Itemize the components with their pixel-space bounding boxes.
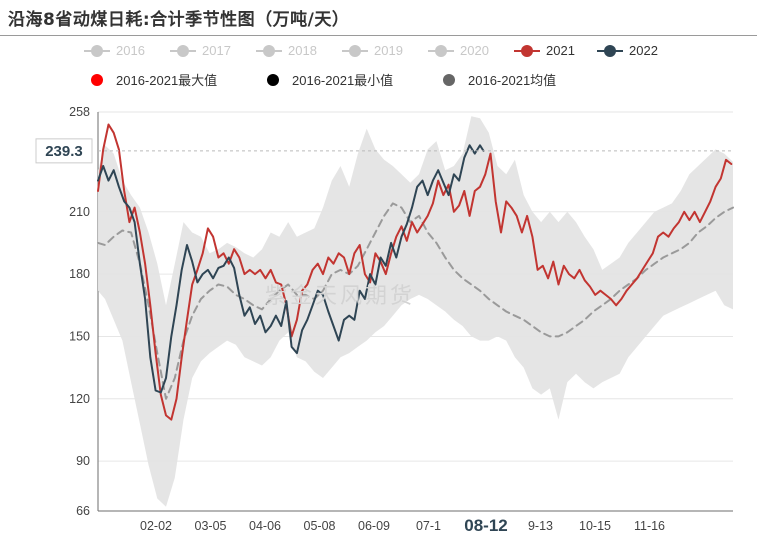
series-line-2021: [97, 123, 733, 421]
y-tick-label: 150: [69, 329, 90, 343]
y-tick-label: 90: [76, 454, 90, 468]
legend-label: 2021: [546, 43, 575, 58]
series-line-mean: [97, 202, 734, 400]
legend-marker-icon: [84, 44, 110, 57]
legend-label: 2016-2021均值: [468, 73, 557, 88]
legend-label: 2017: [202, 43, 231, 58]
legend-label: 2018: [288, 43, 317, 58]
legend-label: 2020: [460, 43, 489, 58]
legend-item-2016[interactable]: 2016: [84, 43, 145, 58]
legend-item-2017[interactable]: 2017: [170, 43, 231, 58]
x-tick-label: 04-06: [249, 519, 281, 533]
legend-marker-icon: [436, 73, 462, 86]
series-line-2022: [97, 144, 485, 394]
x-tick-label: 07-1: [416, 519, 441, 533]
legend-marker-icon: [597, 44, 623, 57]
legend-label: 2019: [374, 43, 403, 58]
chart-title: 沿海8省动煤日耗:合计季节性图（万吨/天）: [8, 10, 350, 30]
y-tick-label: 180: [69, 267, 90, 281]
watermark: 紫金天风期货: [265, 284, 416, 309]
legend-label: 2016: [116, 43, 145, 58]
x-tick-label: 03-05: [195, 519, 227, 533]
x-tick-label: 9-13: [528, 519, 553, 533]
y-tick-label: 210: [69, 205, 90, 219]
legend: 2016 2017 2018 2019 2020 2021 2022 2016-2021最大值…: [0, 40, 757, 92]
legend-marker-icon: [84, 73, 110, 86]
y-tick-label: 120: [69, 392, 90, 406]
legend-marker-icon: [514, 44, 540, 57]
max-min-band: [98, 116, 733, 507]
y-tick-label: 258: [69, 105, 90, 119]
x-tick-label: 06-09: [358, 519, 390, 533]
x-tick-label: 11-16: [634, 519, 665, 533]
x-tick-label: 05-08: [304, 519, 336, 533]
x-tick-label: 08-12: [464, 516, 507, 535]
legend-item-2016-2021最小值[interactable]: 2016-2021最小值: [260, 70, 393, 89]
legend-marker-icon: [170, 44, 196, 57]
x-tick-label: 02-02: [140, 519, 172, 533]
legend-label: 2022: [629, 43, 658, 58]
title-divider: [0, 35, 757, 36]
legend-item-2020[interactable]: 2020: [428, 43, 489, 58]
legend-item-2016-2021均值[interactable]: 2016-2021均值: [436, 70, 556, 89]
legend-marker-icon: [260, 73, 286, 86]
y-tick-label: 66: [76, 504, 90, 518]
legend-item-2018[interactable]: 2018: [256, 43, 317, 58]
legend-marker-icon: [256, 44, 282, 57]
legend-label: 2016-2021最小值: [292, 73, 394, 88]
legend-item-2021[interactable]: 2021: [514, 43, 575, 58]
legend-item-2016-2021最大值[interactable]: 2016-2021最大值: [84, 70, 217, 89]
legend-label: 2016-2021最大值: [116, 73, 218, 88]
axis-pointer-value: 239.3: [45, 143, 83, 160]
legend-marker-icon: [428, 44, 454, 57]
legend-item-2019[interactable]: 2019: [342, 43, 403, 58]
legend-marker-icon: [342, 44, 368, 57]
legend-item-2022[interactable]: 2022: [597, 43, 658, 58]
axis-pointer-box: [35, 138, 93, 164]
x-tick-label: 10-15: [579, 519, 611, 533]
